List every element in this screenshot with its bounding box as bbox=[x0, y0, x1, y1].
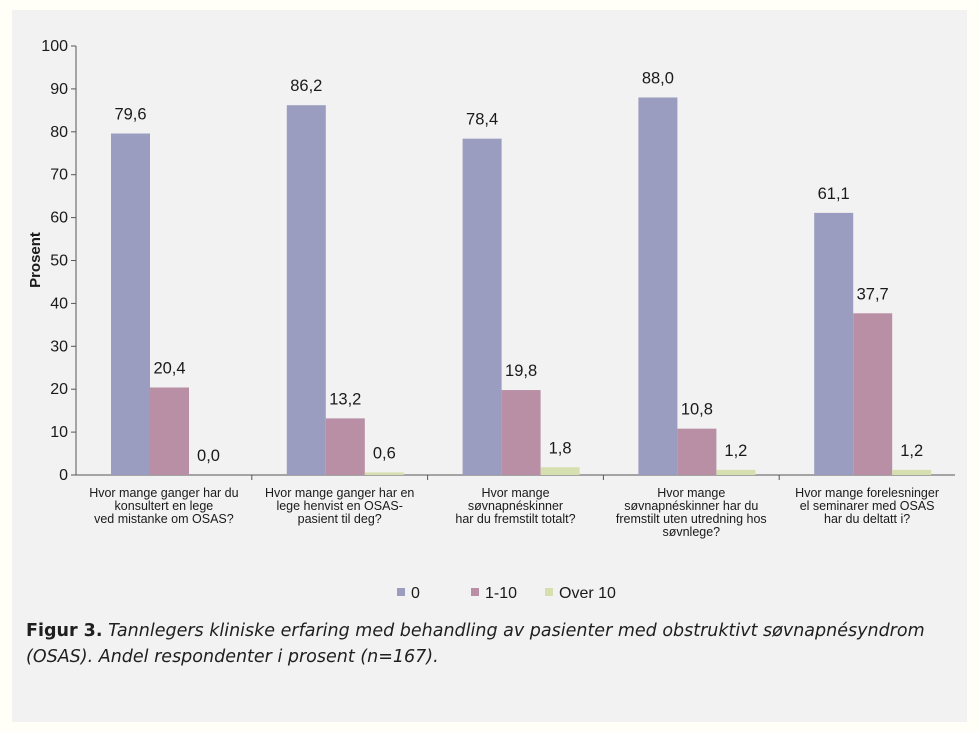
y-tick-label: 60 bbox=[50, 210, 68, 227]
bar bbox=[540, 467, 580, 475]
category-label: Hvor mange forelesninger el seminarer med… bbox=[795, 486, 939, 526]
category-label-line: Hvor mange bbox=[657, 486, 725, 500]
bar-value-label: 13,2 bbox=[329, 390, 361, 408]
bar-value-label: 1,2 bbox=[724, 442, 747, 460]
y-tick-label: 90 bbox=[50, 81, 68, 98]
category-label-line: har du deltatt i? bbox=[824, 512, 910, 526]
y-tick-label: 100 bbox=[41, 38, 68, 55]
category-label: Hvor mange søvnapnéskinner har du fremstil… bbox=[616, 486, 767, 539]
category-label-line: Hvor mange ganger har en bbox=[265, 486, 414, 500]
bar bbox=[286, 105, 326, 476]
category-label-line: el seminarer med OSAS bbox=[800, 499, 935, 513]
category-label-line: søvnapnéskinner bbox=[468, 499, 563, 513]
bar-value-label: 61,1 bbox=[818, 185, 850, 203]
legend-label: Over 10 bbox=[559, 585, 616, 602]
category-label: Hvor mange ganger har du konsultert en le… bbox=[89, 486, 238, 526]
bar bbox=[892, 469, 932, 475]
bar-value-label: 88,0 bbox=[642, 69, 674, 87]
y-tick-label: 20 bbox=[50, 381, 68, 398]
bar bbox=[638, 97, 678, 475]
legend-label: 1-10 bbox=[485, 585, 517, 602]
bar bbox=[716, 469, 756, 475]
bar-value-label: 0,0 bbox=[197, 447, 220, 465]
y-axis-label: Prosent bbox=[27, 232, 44, 288]
category-label-line: Hvor mange forelesninger bbox=[795, 486, 939, 500]
y-tick-label: 30 bbox=[50, 338, 68, 355]
category-label-line: Hvor mange ganger har du bbox=[89, 486, 238, 500]
bar-value-label: 20,4 bbox=[153, 359, 185, 377]
bar bbox=[111, 133, 150, 476]
legend-label: 0 bbox=[411, 585, 420, 602]
bar bbox=[462, 138, 502, 475]
bar-chart: Prosent 0 10 20 30 40 50 60 70 80 90 100 79,6 86,2 7… bbox=[27, 38, 955, 602]
y-tick-label: 0 bbox=[59, 467, 68, 484]
legend-swatch bbox=[397, 588, 405, 596]
bar bbox=[150, 387, 189, 475]
category-label-line: ved mistanke om OSAS? bbox=[94, 512, 234, 526]
bar-value-label: 1,2 bbox=[900, 442, 923, 460]
bar bbox=[325, 418, 365, 475]
bar-value-label: 86,2 bbox=[290, 77, 322, 95]
y-tick-label: 70 bbox=[50, 167, 68, 184]
bar-value-label: 10,8 bbox=[681, 401, 713, 419]
bar-value-label: 37,7 bbox=[857, 285, 889, 303]
bar-value-label: 78,4 bbox=[466, 111, 498, 129]
category-label-line: lege henvist en OSAS- bbox=[276, 499, 402, 513]
y-tick-label: 10 bbox=[50, 424, 68, 441]
category-label: Hvor mange søvnapnéskinner har du fremstil… bbox=[455, 486, 575, 526]
bar-value-label: 79,6 bbox=[114, 106, 146, 124]
bar bbox=[501, 390, 541, 475]
caption-lead: Figur 3. bbox=[26, 621, 103, 641]
bar bbox=[677, 428, 717, 475]
y-tick-label: 40 bbox=[50, 295, 68, 312]
category-label-line: fremstilt uten utredning hos bbox=[616, 512, 767, 526]
bar bbox=[853, 313, 893, 475]
category-label-line: Hvor mange bbox=[481, 486, 549, 500]
category-label: Hvor mange ganger har en lege henvist en … bbox=[265, 486, 414, 526]
category-label-line: søvnapnéskinner har du bbox=[624, 499, 758, 513]
bar bbox=[814, 212, 854, 476]
category-label-line: konsultert en lege bbox=[115, 499, 214, 513]
bar bbox=[364, 472, 404, 475]
category-label-line: søvnlege? bbox=[662, 525, 720, 539]
y-tick-label: 50 bbox=[50, 253, 68, 270]
caption-text: Tannlegers kliniske erfaring med behandl… bbox=[26, 621, 925, 667]
legend-swatch bbox=[471, 588, 479, 596]
category-label-line: har du fremstilt totalt? bbox=[455, 512, 575, 526]
y-tick-label: 80 bbox=[50, 124, 68, 141]
category-label-line: pasient til deg? bbox=[298, 512, 382, 526]
bar-value-label: 1,8 bbox=[549, 439, 572, 457]
bar-value-label: 19,8 bbox=[505, 362, 537, 380]
figure-caption: Figur 3. Tannlegers kliniske erfaring me… bbox=[26, 618, 956, 670]
legend-swatch bbox=[545, 588, 553, 596]
bar-value-label: 0,6 bbox=[373, 444, 396, 462]
